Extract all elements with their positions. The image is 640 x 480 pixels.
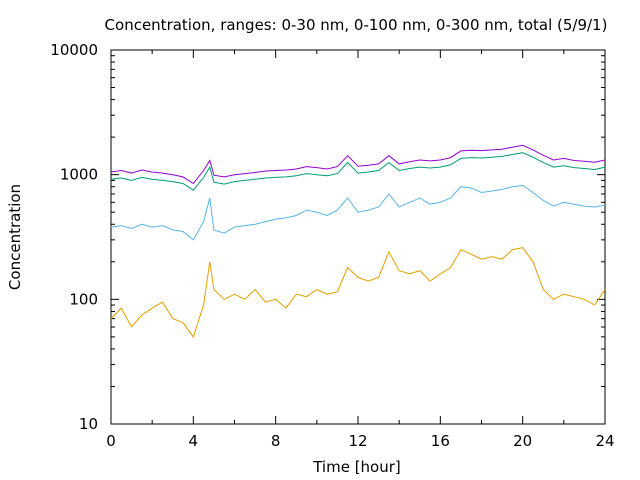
x-axis-label: Time [hour] xyxy=(312,458,401,476)
y-axis: 10 100 1000 10000 xyxy=(50,41,605,433)
x-tick-label: 24 xyxy=(595,432,614,450)
y-tick-label: 1000 xyxy=(60,166,98,184)
series-line-1 xyxy=(110,247,606,338)
x-tick-label: 8 xyxy=(271,432,281,450)
x-tick-label: 4 xyxy=(189,432,199,450)
x-axis: 0 4 8 12 16 20 24 xyxy=(106,50,615,450)
series-line-3 xyxy=(110,152,606,191)
series-line-4 xyxy=(110,144,606,185)
x-tick-label: 20 xyxy=(513,432,532,450)
plot-area-frame xyxy=(110,49,606,425)
plot-frame xyxy=(110,49,606,425)
y-axis-label: Concentration xyxy=(6,184,24,290)
y-tick-label: 10 xyxy=(79,415,98,433)
y-tick-label: 100 xyxy=(69,290,98,308)
x-tick-label: 0 xyxy=(106,432,116,450)
series-group xyxy=(110,144,606,338)
series-line-2 xyxy=(110,184,606,241)
x-tick-label: 12 xyxy=(348,432,367,450)
x-tick-label: 16 xyxy=(431,432,450,450)
chart-title: Concentration, ranges: 0-30 nm, 0-100 nm… xyxy=(105,16,608,34)
y-tick-label: 10000 xyxy=(50,41,98,59)
